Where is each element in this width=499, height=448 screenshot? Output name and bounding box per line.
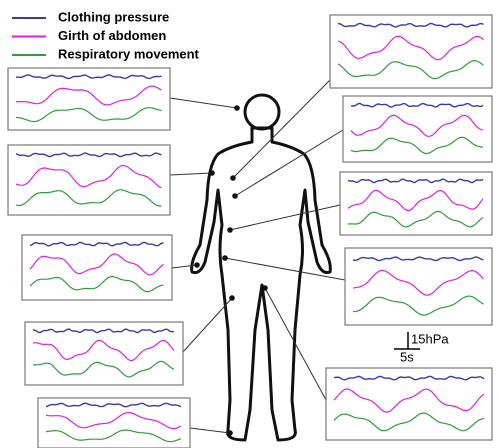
sensor-point <box>194 262 200 268</box>
panel <box>38 398 190 448</box>
sensor-point <box>234 105 240 111</box>
sensor-point <box>262 285 268 291</box>
figure: Clothing pressure Girth of abdomen Respira… <box>0 0 499 448</box>
sensor-point <box>232 193 238 199</box>
sensor-point <box>209 170 215 176</box>
leader-line <box>233 80 330 178</box>
sensor-point <box>229 295 235 301</box>
sensor-point <box>227 227 233 233</box>
scale-bar: 15hPa 5s <box>394 331 449 364</box>
legend: Clothing pressure Girth of abdomen Respira… <box>12 9 200 61</box>
leader-line <box>183 298 232 352</box>
body-silhouette <box>192 95 331 440</box>
leader-line <box>170 173 212 175</box>
scale-x-label: 5s <box>400 349 414 364</box>
scale-y-label: 15hPa <box>411 331 449 346</box>
legend-label: Clothing pressure <box>58 9 169 24</box>
sensor-point <box>227 430 233 436</box>
legend-label: Girth of abdomen <box>58 28 166 43</box>
waveform-panels <box>8 15 492 448</box>
leader-line <box>190 428 230 433</box>
leader-line <box>265 288 326 400</box>
legend-label: Respiratory movement <box>58 46 200 61</box>
leader-line <box>225 258 345 280</box>
sensor-point <box>222 255 228 261</box>
leader-lines <box>170 80 345 433</box>
sensor-point <box>230 175 236 181</box>
leader-line <box>170 98 237 108</box>
leader-line <box>230 205 340 230</box>
